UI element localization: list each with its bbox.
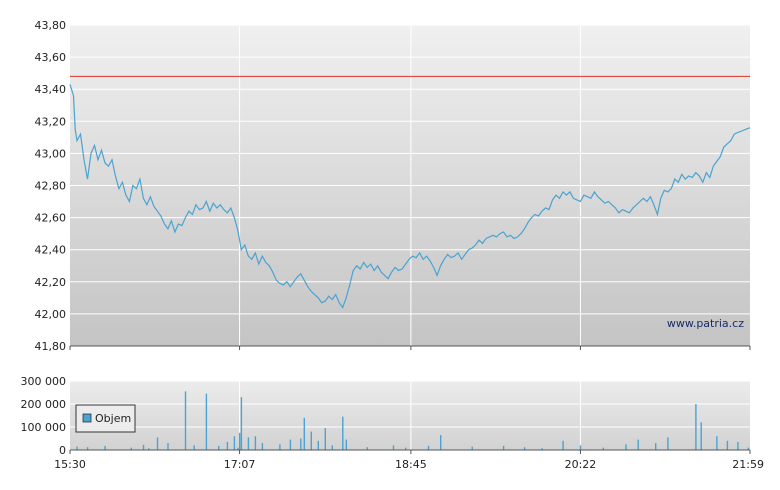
x-tick-label: 21:59 [732, 458, 764, 471]
price-y-tick-label: 41,80 [35, 340, 67, 353]
volume-x-axis: 15:30 17:07 18:45 20:22 21:59 [54, 450, 764, 471]
price-y-tick-label: 42,80 [35, 180, 67, 193]
legend-swatch [82, 413, 92, 423]
volume-bar [233, 436, 236, 450]
price-y-axis: 41,80 42,00 42,20 42,40 42,60 42,80 43,00 43,20… [35, 19, 67, 353]
x-tick-label: 17:07 [224, 458, 256, 471]
volume-bar [324, 428, 326, 450]
price-x-ticks [69, 346, 751, 350]
volume-y-tick-label: 200 000 [21, 398, 67, 411]
volume-bar [523, 447, 526, 450]
volume-gridlines [70, 380, 750, 450]
volume-bar [667, 437, 669, 450]
volume-y-tick-label: 100 000 [21, 421, 67, 434]
price-gridlines [70, 24, 750, 346]
volume-bar [300, 438, 302, 450]
volume-bar [247, 437, 250, 450]
legend-label: Objem [95, 412, 131, 425]
volume-bar [239, 432, 241, 451]
volume-bar [625, 444, 627, 451]
volume-bar [310, 431, 312, 450]
price-y-tick-label: 42,20 [35, 276, 67, 289]
volume-bar [317, 440, 319, 450]
volume-bar [240, 397, 243, 450]
volume-bar [716, 436, 718, 450]
volume-bar [405, 447, 407, 450]
volume-bar [254, 436, 257, 450]
volume-bar [345, 439, 347, 450]
volume-bar [655, 443, 657, 450]
legend: Objem [75, 404, 136, 433]
volume-bar [392, 445, 395, 450]
x-tick-label: 20:22 [565, 458, 597, 471]
volume-bar [218, 445, 220, 450]
volume-bar [193, 445, 195, 450]
volume-bar [130, 447, 132, 450]
volume-bar [142, 444, 145, 450]
volume-bar [700, 422, 702, 450]
volume-bar [342, 416, 344, 450]
price-series-line [69, 84, 751, 309]
volume-bar [471, 446, 473, 450]
volume-bar [331, 445, 333, 450]
volume-bar [440, 435, 442, 450]
volume-bar [747, 447, 750, 450]
volume-bar [562, 440, 564, 450]
volume-bar [156, 437, 159, 450]
watermark: www.patria.cz [667, 317, 744, 330]
volume-bar [541, 448, 543, 450]
volume-bar [726, 440, 729, 450]
price-y-tick-label: 42,60 [35, 212, 67, 225]
volume-bar [303, 417, 305, 450]
volume-bar [289, 439, 292, 450]
volume-bar [184, 391, 187, 450]
x-tick-label: 15:30 [54, 458, 86, 471]
price-y-tick-label: 42,40 [35, 244, 67, 257]
price-y-tick-label: 42,00 [35, 308, 67, 321]
volume-bar [76, 446, 78, 450]
volume-bar [86, 447, 89, 450]
volume-bar [104, 445, 106, 450]
volume-bar [637, 439, 639, 450]
volume-bar [579, 445, 582, 450]
volume-bar [695, 404, 697, 450]
volume-bar [502, 445, 505, 450]
volume-bars [76, 391, 750, 451]
volume-y-tick-label: 0 [59, 444, 66, 457]
volume-bar [366, 447, 368, 450]
x-tick-label: 18:45 [395, 458, 427, 471]
volume-bar [167, 443, 169, 450]
price-y-tick-label: 43,00 [35, 147, 67, 160]
price-y-tick-label: 43,60 [35, 51, 67, 64]
price-y-tick-label: 43,20 [35, 115, 67, 128]
volume-bar [427, 445, 430, 450]
volume-bar [226, 441, 229, 450]
volume-bar [602, 447, 604, 450]
volume-bar [261, 443, 264, 450]
volume-y-tick-label: 300 000 [21, 375, 67, 388]
price-y-tick-label: 43,40 [35, 83, 67, 96]
volume-y-axis: 0 100 000 200 000 300 000 [21, 375, 67, 457]
volume-bar [205, 393, 208, 450]
volume-bar [148, 448, 150, 450]
volume-bar [237, 447, 239, 450]
price-y-tick-label: 43,80 [35, 19, 67, 32]
volume-bar [737, 441, 739, 450]
volume-plot-area [70, 381, 750, 450]
volume-bar [279, 444, 281, 451]
